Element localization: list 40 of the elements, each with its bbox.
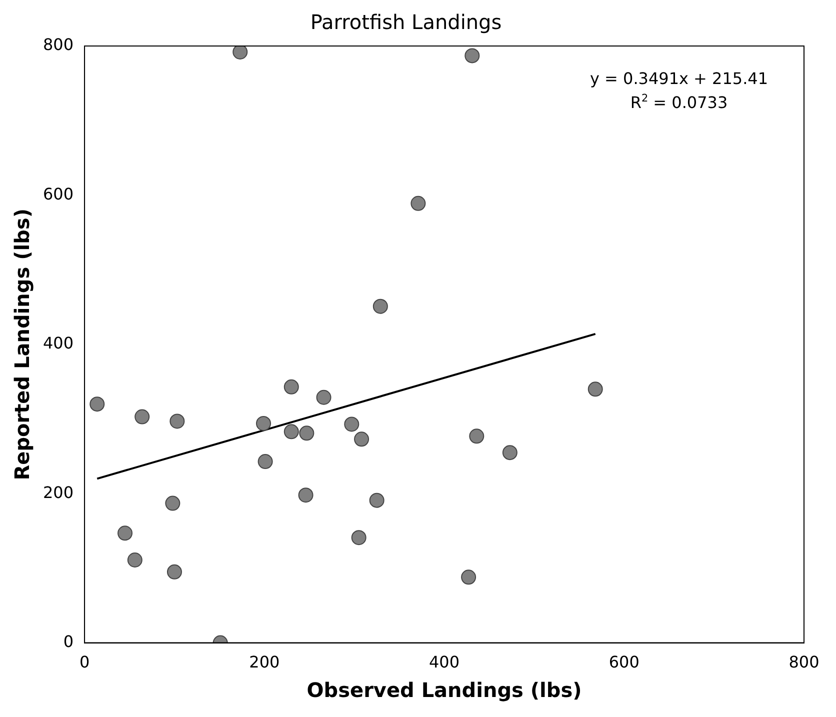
y-tick-label: 800	[42, 35, 74, 54]
y-tick-label: 200	[42, 482, 74, 502]
y-axis-title: Reported Landings (lbs)	[10, 208, 34, 480]
point	[170, 414, 185, 429]
x-axis-title: Observed Landings (lbs)	[306, 678, 582, 702]
x-tick-label: 800	[788, 652, 820, 672]
point	[165, 496, 180, 511]
annotation: y = 0.3491x + 215.41	[590, 69, 768, 88]
chart-title: Parrotfish Landings	[310, 10, 502, 34]
point	[134, 409, 150, 424]
point	[284, 424, 299, 440]
point	[410, 196, 426, 211]
point	[354, 432, 370, 447]
point	[118, 526, 133, 541]
point	[232, 46, 248, 60]
point	[369, 492, 384, 508]
point	[351, 530, 366, 546]
point	[256, 416, 272, 431]
point	[502, 445, 518, 460]
point	[127, 552, 142, 568]
point	[588, 382, 603, 397]
point	[372, 298, 388, 314]
y-tick-label: 600	[42, 184, 74, 204]
point	[316, 390, 332, 405]
x-tick-label: 600	[608, 652, 640, 672]
point	[90, 396, 105, 412]
point	[469, 428, 484, 444]
y-tick-label: 0	[63, 632, 74, 651]
point	[284, 379, 299, 394]
point	[299, 426, 314, 441]
point	[464, 48, 480, 64]
point	[258, 454, 273, 470]
x-tick-label: 0	[79, 652, 90, 672]
point	[298, 488, 314, 503]
x-tick-label: 200	[249, 652, 280, 672]
point	[461, 570, 476, 585]
y-tick-label: 400	[42, 334, 74, 353]
x-tick-label: 400	[428, 652, 460, 672]
point	[344, 416, 360, 432]
point	[166, 564, 182, 580]
